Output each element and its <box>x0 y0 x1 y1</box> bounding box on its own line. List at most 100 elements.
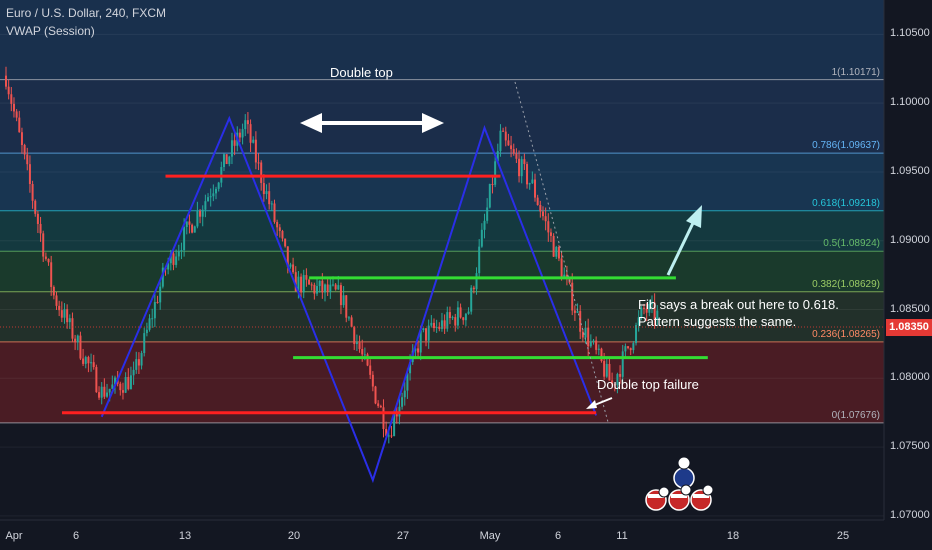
candle-body <box>159 286 162 303</box>
candle-body <box>313 284 316 294</box>
candle-body <box>238 132 241 138</box>
candle-body <box>417 348 420 353</box>
candle-body <box>438 327 441 329</box>
candle-body <box>185 221 188 228</box>
candle-body <box>650 302 653 305</box>
candle-body <box>414 348 417 351</box>
candle-body <box>499 130 502 152</box>
candle-body <box>422 328 425 331</box>
candle-body <box>467 311 470 314</box>
fib-band <box>0 341 884 423</box>
candle-body <box>536 197 539 206</box>
candle-body <box>579 311 582 332</box>
candle-body <box>90 362 93 364</box>
candle-body <box>246 120 249 125</box>
candle-body <box>215 188 218 194</box>
candle-body <box>316 286 319 294</box>
events-icon-group[interactable] <box>645 456 714 511</box>
candle-body <box>161 267 164 287</box>
candle-body <box>432 322 435 329</box>
symbol-legend[interactable]: Euro / U.S. Dollar, 240, FXCM <box>6 6 167 20</box>
time-tick-label: Apr <box>5 530 23 542</box>
candle-body <box>539 205 542 212</box>
candle-body <box>395 414 398 417</box>
last-price-badge: 1.08350 <box>886 319 932 336</box>
candle-body <box>472 287 475 290</box>
fib-label: 0.618(1.09218) <box>812 197 880 209</box>
candle-body <box>217 182 220 189</box>
candle-body <box>518 158 521 177</box>
candle-body <box>95 367 98 393</box>
candle-body <box>132 369 135 376</box>
candle-body <box>611 380 614 385</box>
candle-body <box>573 310 576 313</box>
price-tick-label: 1.07000 <box>890 508 930 521</box>
candle-body <box>603 361 606 377</box>
candle-body <box>204 201 207 210</box>
price-tick-label: 1.07500 <box>890 440 930 453</box>
candle-body <box>563 274 566 278</box>
candle-body <box>589 341 592 347</box>
candle-body <box>587 327 590 347</box>
candle-body <box>66 309 69 323</box>
candle-body <box>300 276 303 293</box>
candles <box>5 66 659 444</box>
candle-body <box>100 386 103 398</box>
candle-body <box>44 256 47 259</box>
candle-body <box>28 164 31 185</box>
candle-body <box>284 238 287 247</box>
candle-body <box>363 354 366 356</box>
candle-body <box>643 307 645 309</box>
candle-body <box>262 182 265 195</box>
candle-body <box>331 284 334 286</box>
candle-body <box>7 86 10 95</box>
candle-body <box>608 363 611 381</box>
candle-body <box>230 140 233 157</box>
candle-body <box>135 359 138 370</box>
candle-body <box>605 363 608 377</box>
candle-body <box>324 284 326 293</box>
candle-body <box>377 403 380 406</box>
candle-body <box>491 183 494 185</box>
candle-body <box>645 308 648 313</box>
candle-body <box>265 191 268 195</box>
candle-body <box>382 407 385 430</box>
candle-body <box>616 373 619 386</box>
candle-body <box>177 251 180 257</box>
candle-body <box>169 253 172 264</box>
candle-body <box>302 275 305 293</box>
candle-body <box>576 311 579 313</box>
candle-body <box>193 226 196 233</box>
candle-body <box>222 154 225 168</box>
fib-note-line-1: Fib says a break out here to 0.618. <box>638 297 839 312</box>
candle-body <box>167 263 170 270</box>
candle-body <box>592 340 595 342</box>
fib-label: 0.382(1.08629) <box>812 278 880 290</box>
candle-body <box>510 145 513 150</box>
candle-body <box>502 130 505 132</box>
candle-body <box>483 220 486 230</box>
candle-body <box>475 273 478 290</box>
candle-body <box>244 120 247 130</box>
double-top-arrow <box>300 113 444 133</box>
candle-body <box>84 357 87 364</box>
candle-body <box>560 258 563 278</box>
candle-body <box>430 322 433 326</box>
candle-body <box>15 111 18 118</box>
candle-body <box>581 331 584 338</box>
candle-body <box>629 348 632 351</box>
candle-body <box>565 274 568 278</box>
candle-body <box>486 207 489 221</box>
candle-body <box>310 284 313 286</box>
candle-body <box>600 348 603 362</box>
fib-band <box>0 210 884 252</box>
time-tick-label: 13 <box>178 530 192 542</box>
candle-body <box>379 405 382 408</box>
candle-body <box>50 262 53 287</box>
candle-body <box>334 284 337 290</box>
candle-body <box>464 313 467 321</box>
indicator-legend[interactable]: VWAP (Session) <box>6 24 95 38</box>
candle-body <box>289 264 292 267</box>
candle-body <box>212 193 215 197</box>
